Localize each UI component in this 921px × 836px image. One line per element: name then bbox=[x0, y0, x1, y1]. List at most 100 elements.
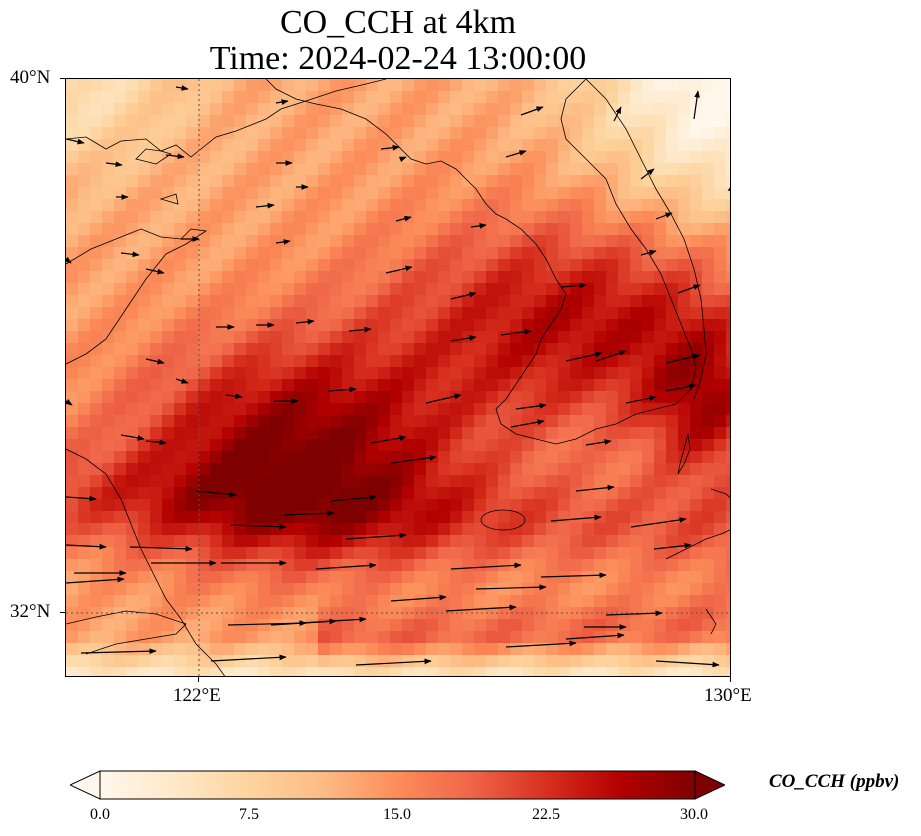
field-cell bbox=[186, 151, 199, 164]
field-cell bbox=[258, 655, 271, 668]
field-cell bbox=[150, 367, 163, 380]
field-cell bbox=[606, 511, 619, 524]
field-cell bbox=[294, 607, 307, 620]
field-cell bbox=[366, 247, 379, 260]
field-cell bbox=[606, 535, 619, 548]
field-cell bbox=[666, 667, 679, 676]
field-cell bbox=[138, 475, 151, 488]
field-cell bbox=[642, 79, 655, 92]
field-cell bbox=[594, 235, 607, 248]
field-cell bbox=[702, 211, 715, 224]
field-cell bbox=[366, 127, 379, 140]
field-cell bbox=[414, 127, 427, 140]
field-cell bbox=[498, 127, 511, 140]
field-cell bbox=[258, 559, 271, 572]
field-cell bbox=[582, 103, 595, 116]
field-cell bbox=[366, 655, 379, 668]
field-cell bbox=[426, 151, 439, 164]
field-cell bbox=[462, 367, 475, 380]
wind-arrow bbox=[630, 517, 687, 528]
field-cell bbox=[114, 151, 127, 164]
field-cell bbox=[90, 499, 103, 512]
field-cell bbox=[390, 343, 403, 356]
field-cell bbox=[450, 139, 463, 152]
field-cell bbox=[366, 175, 379, 188]
field-cell bbox=[654, 79, 667, 92]
field-cell bbox=[270, 79, 283, 92]
field-cell bbox=[114, 91, 127, 104]
field-cell bbox=[690, 643, 703, 656]
field-cell bbox=[702, 139, 715, 152]
field-cell bbox=[630, 211, 643, 224]
field-cell bbox=[138, 499, 151, 512]
field-cell bbox=[222, 511, 235, 524]
field-cell bbox=[150, 151, 163, 164]
field-cell bbox=[654, 379, 667, 392]
field-cell bbox=[402, 307, 415, 320]
field-cell bbox=[342, 439, 355, 452]
field-cell bbox=[594, 463, 607, 476]
field-cell bbox=[390, 235, 403, 248]
field-cell bbox=[234, 499, 247, 512]
field-cell bbox=[474, 331, 487, 344]
field-cell bbox=[498, 499, 511, 512]
field-cell bbox=[582, 211, 595, 224]
field-cell bbox=[210, 115, 223, 128]
field-cell bbox=[246, 295, 259, 308]
field-cell bbox=[654, 175, 667, 188]
field-cell bbox=[318, 535, 331, 548]
field-cell bbox=[294, 499, 307, 512]
field-cell bbox=[498, 211, 511, 224]
field-cell bbox=[354, 535, 367, 548]
field-cell bbox=[234, 439, 247, 452]
field-cell bbox=[258, 583, 271, 596]
field-cell bbox=[678, 391, 691, 404]
field-cell bbox=[522, 223, 535, 236]
field-cell bbox=[258, 595, 271, 608]
field-cell bbox=[90, 343, 103, 356]
field-cell bbox=[126, 559, 139, 572]
field-cell bbox=[570, 499, 583, 512]
field-cell bbox=[426, 547, 439, 560]
field-cell bbox=[246, 523, 259, 536]
field-cell bbox=[474, 175, 487, 188]
field-cell bbox=[126, 355, 139, 368]
field-cell bbox=[114, 475, 127, 488]
colorbar-tick-4: 30.0 bbox=[680, 806, 708, 823]
field-cell bbox=[114, 535, 127, 548]
field-cell bbox=[210, 559, 223, 572]
field-cell bbox=[618, 451, 631, 464]
field-cell bbox=[426, 139, 439, 152]
field-cell bbox=[678, 271, 691, 284]
field-cell bbox=[678, 487, 691, 500]
field-cell bbox=[378, 79, 391, 92]
field-cell bbox=[318, 163, 331, 176]
field-cell bbox=[714, 223, 727, 236]
field-cell bbox=[282, 571, 295, 584]
field-cell bbox=[702, 91, 715, 104]
field-cell bbox=[642, 643, 655, 656]
field-cell bbox=[618, 535, 631, 548]
field-cell bbox=[630, 343, 643, 356]
field-cell bbox=[162, 271, 175, 284]
field-cell bbox=[210, 247, 223, 260]
field-cell bbox=[318, 115, 331, 128]
field-cell bbox=[546, 259, 559, 272]
field-cell bbox=[534, 667, 547, 676]
field-cell bbox=[402, 175, 415, 188]
field-cell bbox=[618, 331, 631, 344]
field-cell bbox=[402, 559, 415, 572]
field-cell bbox=[522, 379, 535, 392]
field-cell bbox=[666, 271, 679, 284]
field-cell bbox=[306, 103, 319, 116]
field-cell bbox=[666, 283, 679, 296]
field-cell bbox=[606, 655, 619, 668]
field-cell bbox=[186, 175, 199, 188]
field-cell bbox=[474, 403, 487, 416]
field-cell bbox=[606, 259, 619, 272]
field-cell bbox=[630, 415, 643, 428]
field-cell bbox=[90, 91, 103, 104]
field-cell bbox=[426, 415, 439, 428]
field-cell bbox=[570, 391, 583, 404]
field-cell bbox=[510, 631, 523, 644]
